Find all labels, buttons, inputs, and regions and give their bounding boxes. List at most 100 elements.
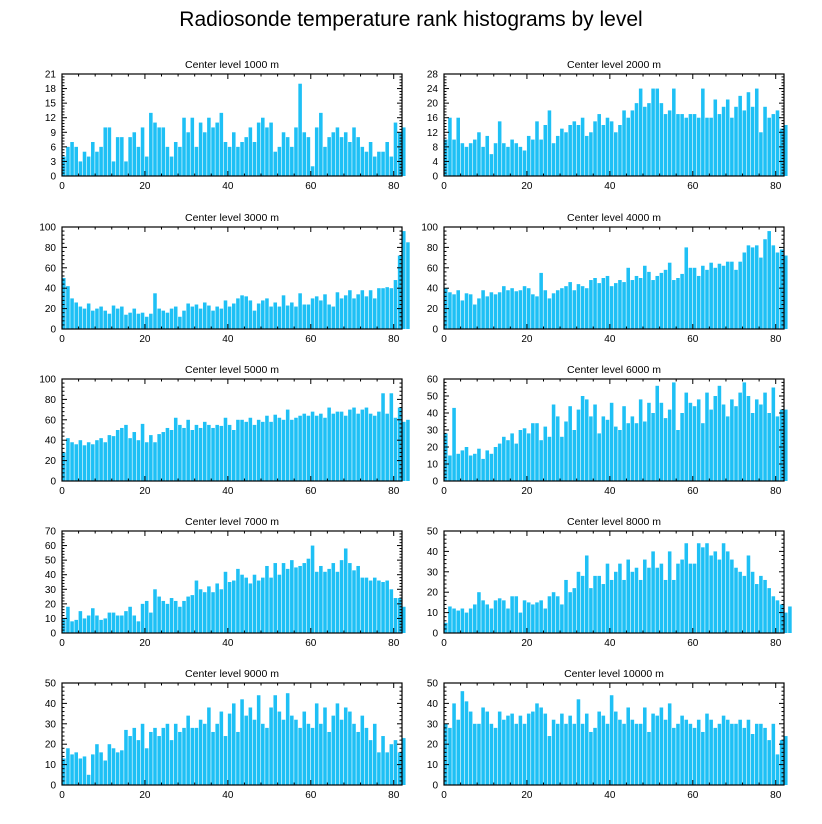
bar	[775, 416, 780, 481]
bar	[705, 713, 709, 785]
bar	[211, 427, 215, 481]
bar	[468, 294, 473, 329]
bar	[269, 707, 273, 785]
bar	[626, 707, 630, 785]
bar	[779, 604, 784, 633]
bar	[531, 423, 535, 481]
bar	[555, 723, 560, 785]
bar	[381, 288, 385, 329]
bar	[115, 137, 120, 176]
bar	[144, 600, 149, 633]
y-tick-label: 10	[45, 760, 57, 771]
bar	[659, 707, 664, 785]
bar	[721, 543, 726, 633]
bar	[784, 736, 788, 785]
bar	[327, 137, 331, 176]
bar	[473, 139, 477, 176]
panel-3: Center level 3000 m 0 20 40 60 80 0 20 40 60 80 100	[39, 212, 410, 345]
x-tick-label: 60	[687, 181, 699, 192]
y-tick-label: 0	[432, 629, 438, 640]
bar	[285, 693, 290, 785]
bar	[750, 734, 755, 785]
panel-6: Center level 6000 m 0 20 40 60 80 0 10 20 30 40 50 6…	[427, 364, 788, 497]
x-tick-label: 60	[305, 638, 317, 649]
plot-frame	[443, 682, 785, 786]
bar	[680, 715, 684, 785]
bar	[680, 559, 684, 633]
y-tick-label: 10	[427, 460, 439, 471]
bar	[310, 298, 315, 329]
bar	[514, 443, 519, 481]
bar	[676, 278, 680, 329]
bar	[178, 146, 182, 176]
bar	[62, 758, 66, 785]
y-tick-label: 50	[427, 679, 439, 690]
bar	[306, 415, 311, 481]
bar	[742, 252, 747, 329]
bar	[655, 715, 660, 785]
bar	[651, 413, 655, 481]
bar	[165, 723, 170, 785]
y-tick-label: 4	[432, 157, 438, 168]
bar	[99, 619, 103, 633]
bar	[356, 137, 360, 176]
bar	[207, 305, 211, 329]
bar	[626, 117, 630, 176]
panel-4: Center level 4000 m 0 20 40 60 80 0 20 40 60 80 100	[421, 212, 788, 345]
bar	[630, 571, 635, 633]
bar	[713, 727, 718, 785]
bar	[368, 580, 373, 633]
bar	[323, 707, 327, 785]
bar	[277, 711, 282, 785]
bar	[348, 142, 352, 176]
bar	[339, 137, 344, 176]
bar	[343, 707, 348, 785]
x-tick-label: 20	[139, 486, 151, 497]
bar	[730, 117, 734, 176]
bar	[485, 135, 490, 176]
bar	[360, 577, 365, 633]
bar	[622, 406, 626, 481]
bar	[721, 106, 726, 176]
x-tick-label: 80	[770, 334, 782, 345]
bar	[493, 600, 498, 633]
bar	[634, 723, 639, 785]
bar	[211, 310, 215, 329]
bar	[144, 156, 149, 176]
bar	[356, 731, 360, 785]
y-tick-label: 40	[45, 570, 57, 581]
y-tick-label: 60	[45, 415, 57, 426]
bar	[597, 711, 601, 785]
bar	[244, 715, 248, 785]
bar	[502, 143, 506, 176]
bar	[771, 723, 776, 785]
bar	[692, 114, 697, 176]
bar	[178, 316, 182, 329]
y-tick-label: 3	[50, 157, 56, 168]
bar	[91, 444, 95, 481]
bar	[236, 568, 240, 633]
bar	[103, 310, 108, 329]
bar	[70, 298, 74, 329]
bar	[638, 723, 643, 785]
bar	[784, 255, 788, 329]
bar	[601, 584, 606, 633]
bar	[535, 121, 539, 176]
bar	[705, 269, 709, 329]
bar	[120, 137, 124, 176]
bar	[219, 711, 224, 785]
x-tick-label: 80	[388, 790, 400, 801]
bar	[377, 580, 381, 633]
bar	[493, 143, 498, 176]
y-tick-label: 50	[427, 527, 439, 538]
bar	[738, 261, 742, 329]
bar	[343, 415, 348, 481]
bar	[663, 719, 668, 785]
bar	[721, 265, 726, 329]
bar	[352, 723, 356, 785]
bar	[560, 713, 564, 785]
bar	[136, 440, 141, 481]
bar	[464, 701, 469, 785]
y-tick-label: 40	[427, 409, 439, 420]
bar	[186, 419, 190, 481]
